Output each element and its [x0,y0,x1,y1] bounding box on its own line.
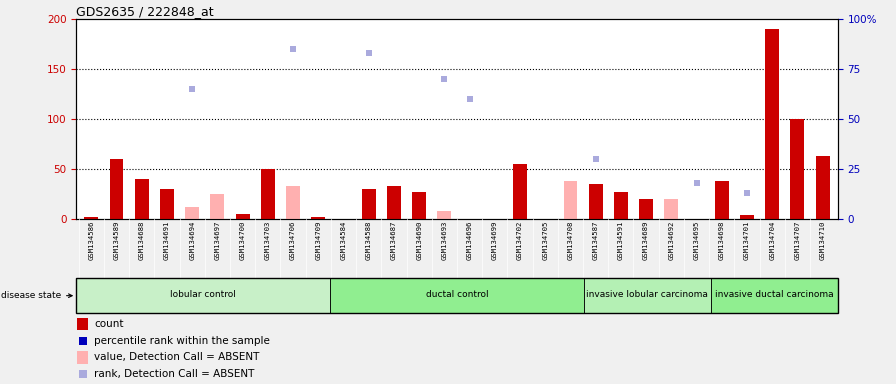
Text: GSM134692: GSM134692 [668,221,675,260]
Text: GSM134694: GSM134694 [189,221,195,260]
Text: GSM134695: GSM134695 [694,221,700,260]
Text: invasive lobular carcinoma: invasive lobular carcinoma [586,290,709,300]
Text: rank, Detection Call = ABSENT: rank, Detection Call = ABSENT [94,369,254,379]
Text: GSM134586: GSM134586 [89,221,94,260]
Text: GSM134696: GSM134696 [467,221,472,260]
Text: GSM134698: GSM134698 [719,221,725,260]
FancyBboxPatch shape [711,278,838,313]
Bar [664,199,678,219]
Bar [790,119,805,219]
Bar [614,192,628,219]
Bar [160,189,174,219]
Bar [387,186,401,219]
Text: GSM134588: GSM134588 [366,221,372,260]
Text: GSM134702: GSM134702 [517,221,523,260]
Text: GSM134697: GSM134697 [214,221,220,260]
Text: GSM134708: GSM134708 [567,221,573,260]
Text: count: count [94,319,124,329]
Bar [362,189,375,219]
Text: GSM134687: GSM134687 [391,221,397,260]
Bar [261,169,275,219]
FancyBboxPatch shape [584,278,711,313]
Bar [236,214,250,219]
Text: GSM134703: GSM134703 [265,221,271,260]
Text: GSM134587: GSM134587 [592,221,599,260]
Bar [311,217,325,219]
Text: GSM134591: GSM134591 [618,221,624,260]
Text: GSM134701: GSM134701 [744,221,750,260]
Text: GDS2635 / 222848_at: GDS2635 / 222848_at [76,5,214,18]
Bar [109,159,124,219]
Bar [437,211,452,219]
Text: GSM134699: GSM134699 [492,221,498,260]
Bar [765,29,780,219]
Text: GSM134584: GSM134584 [340,221,347,260]
Bar [185,207,199,219]
Bar [211,194,224,219]
Text: ductal control: ductal control [426,290,488,300]
FancyBboxPatch shape [77,318,88,330]
Text: GSM134688: GSM134688 [139,221,145,260]
Bar [740,215,754,219]
Text: value, Detection Call = ABSENT: value, Detection Call = ABSENT [94,353,259,362]
Text: GSM134691: GSM134691 [164,221,170,260]
Bar [815,156,830,219]
Text: disease state: disease state [1,291,73,300]
Bar [513,164,527,219]
Bar [564,195,577,219]
Text: GSM134707: GSM134707 [795,221,800,260]
FancyBboxPatch shape [76,278,330,313]
FancyBboxPatch shape [77,351,88,364]
Text: GSM134710: GSM134710 [820,221,825,260]
Text: GSM134700: GSM134700 [239,221,246,260]
Bar [589,184,603,219]
Bar [715,181,728,219]
Text: GSM134709: GSM134709 [315,221,322,260]
Text: GSM134704: GSM134704 [769,221,775,260]
Text: lobular control: lobular control [170,290,236,300]
Text: GSM134689: GSM134689 [643,221,649,260]
Text: percentile rank within the sample: percentile rank within the sample [94,336,270,346]
Bar [412,192,426,219]
Text: invasive ductal carcinoma: invasive ductal carcinoma [715,290,833,300]
Text: GSM134693: GSM134693 [442,221,447,260]
Bar [286,186,300,219]
Text: GSM134589: GSM134589 [114,221,119,260]
Text: GSM134690: GSM134690 [416,221,422,260]
Text: GSM134706: GSM134706 [290,221,296,260]
FancyBboxPatch shape [330,278,584,313]
Bar [564,181,577,219]
Bar [84,217,99,219]
Bar [134,179,149,219]
Text: GSM134705: GSM134705 [542,221,548,260]
Bar [639,199,653,219]
